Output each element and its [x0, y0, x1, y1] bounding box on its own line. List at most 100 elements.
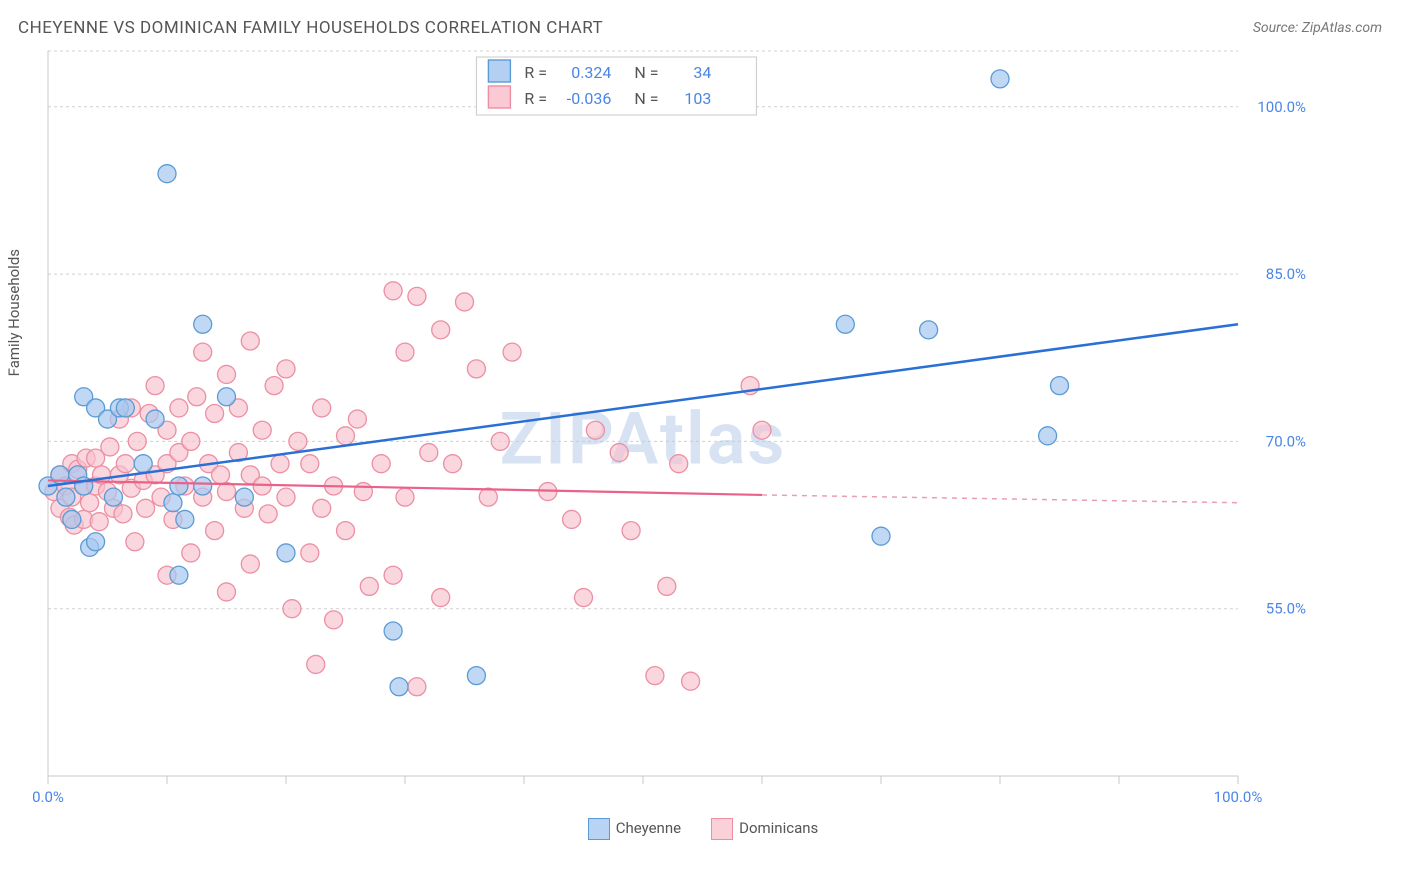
- legend-item-cheyenne: Cheyenne: [588, 818, 681, 840]
- marker-dominicans: [116, 455, 134, 473]
- marker-dominicans: [325, 611, 343, 629]
- watermark: ZIPAtlas: [500, 397, 787, 482]
- marker-cheyenne: [63, 510, 81, 528]
- marker-dominicans: [503, 343, 521, 361]
- marker-dominicans: [467, 360, 485, 378]
- legend-n-value: 34: [693, 63, 711, 82]
- marker-dominicans: [218, 483, 236, 501]
- marker-dominicans: [622, 522, 640, 540]
- legend-swatch: [488, 86, 510, 108]
- legend-correlation-box: [476, 57, 756, 115]
- marker-dominicans: [206, 522, 224, 540]
- legend-n-value: 103: [684, 89, 711, 108]
- marker-cheyenne: [87, 533, 105, 551]
- marker-dominicans: [253, 421, 271, 439]
- marker-dominicans: [456, 293, 474, 311]
- marker-dominicans: [289, 432, 307, 450]
- y-tick-label: 100.0%: [1257, 98, 1306, 116]
- marker-dominicans: [408, 678, 426, 696]
- marker-dominicans: [283, 600, 301, 618]
- marker-dominicans: [277, 488, 295, 506]
- marker-cheyenne: [194, 315, 212, 333]
- marker-dominicans: [206, 405, 224, 423]
- marker-cheyenne: [170, 477, 188, 495]
- marker-cheyenne: [872, 527, 890, 545]
- y-axis-label: Family Households: [5, 249, 23, 376]
- marker-cheyenne: [467, 667, 485, 685]
- marker-dominicans: [218, 365, 236, 383]
- marker-cheyenne: [384, 622, 402, 640]
- chart-title: CHEYENNE VS DOMINICAN FAMILY HOUSEHOLDS …: [18, 18, 603, 38]
- marker-cheyenne: [277, 544, 295, 562]
- marker-dominicans: [372, 455, 390, 473]
- marker-cheyenne: [218, 388, 236, 406]
- marker-cheyenne: [390, 678, 408, 696]
- marker-dominicans: [348, 410, 366, 428]
- trendline-dominicans-extrap: [762, 495, 1238, 503]
- legend-r-key: R =: [524, 63, 547, 82]
- marker-cheyenne: [836, 315, 854, 333]
- marker-dominicans: [384, 566, 402, 584]
- y-tick-label: 55.0%: [1266, 600, 1306, 618]
- marker-dominicans: [337, 427, 355, 445]
- marker-cheyenne: [170, 566, 188, 584]
- marker-dominicans: [170, 399, 188, 417]
- marker-dominicans: [259, 505, 277, 523]
- marker-dominicans: [81, 494, 99, 512]
- marker-dominicans: [432, 321, 450, 339]
- marker-dominicans: [241, 555, 259, 573]
- marker-cheyenne: [116, 399, 134, 417]
- marker-dominicans: [586, 421, 604, 439]
- marker-cheyenne: [164, 494, 182, 512]
- marker-dominicans: [128, 432, 146, 450]
- marker-dominicans: [682, 672, 700, 690]
- marker-dominicans: [188, 388, 206, 406]
- marker-dominicans: [90, 513, 108, 531]
- marker-dominicans: [658, 577, 676, 595]
- y-tick-label: 70.0%: [1266, 432, 1306, 450]
- marker-dominicans: [182, 544, 200, 562]
- legend-swatch: [488, 60, 510, 82]
- marker-dominicans: [301, 544, 319, 562]
- legend-swatch-pink: [711, 818, 733, 840]
- y-tick-label: 85.0%: [1266, 265, 1306, 283]
- marker-dominicans: [396, 343, 414, 361]
- marker-dominicans: [194, 343, 212, 361]
- marker-dominicans: [354, 483, 372, 501]
- chart-header: CHEYENNE VS DOMINICAN FAMILY HOUSEHOLDS …: [0, 0, 1406, 46]
- chart-source: Source: ZipAtlas.com: [1253, 20, 1382, 36]
- marker-cheyenne: [194, 477, 212, 495]
- marker-dominicans: [182, 432, 200, 450]
- marker-dominicans: [396, 488, 414, 506]
- marker-dominicans: [218, 583, 236, 601]
- marker-dominicans: [753, 421, 771, 439]
- marker-dominicans: [265, 377, 283, 395]
- legend-label-cheyenne: Cheyenne: [616, 819, 681, 837]
- marker-cheyenne: [991, 70, 1009, 88]
- marker-cheyenne: [1039, 427, 1057, 445]
- marker-dominicans: [114, 505, 132, 523]
- marker-dominicans: [212, 466, 230, 484]
- marker-dominicans: [610, 444, 628, 462]
- marker-dominicans: [146, 377, 164, 395]
- marker-dominicans: [126, 533, 144, 551]
- legend-bottom: Cheyenne Dominicans: [0, 818, 1406, 840]
- marker-dominicans: [301, 455, 319, 473]
- legend-label-dominicans: Dominicans: [739, 819, 818, 837]
- marker-dominicans: [420, 444, 438, 462]
- marker-dominicans: [307, 655, 325, 673]
- marker-cheyenne: [1051, 377, 1069, 395]
- marker-cheyenne: [146, 410, 164, 428]
- marker-dominicans: [670, 455, 688, 473]
- marker-dominicans: [313, 499, 331, 517]
- marker-dominicans: [271, 455, 289, 473]
- marker-cheyenne: [158, 165, 176, 183]
- marker-dominicans: [563, 510, 581, 528]
- marker-dominicans: [313, 399, 331, 417]
- marker-cheyenne: [920, 321, 938, 339]
- marker-cheyenne: [104, 488, 122, 506]
- legend-n-key: N =: [634, 89, 658, 108]
- marker-dominicans: [575, 589, 593, 607]
- marker-dominicans: [137, 499, 155, 517]
- marker-dominicans: [337, 522, 355, 540]
